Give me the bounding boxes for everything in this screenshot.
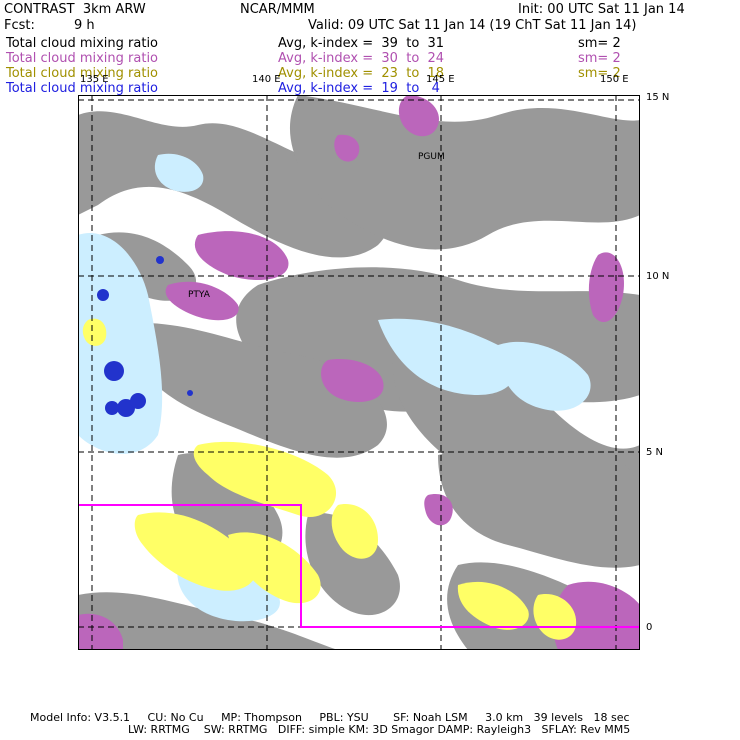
deep-core-layer bbox=[97, 256, 193, 417]
forecast-hours: 9 h bbox=[74, 18, 95, 33]
inner-domain-box bbox=[78, 504, 640, 628]
field-2-sm: sm= 2 bbox=[578, 51, 621, 66]
cloud-map: PGUM PTYA bbox=[78, 95, 640, 650]
lon-label-150: 150 E bbox=[600, 74, 629, 85]
footer-physics-info: LW: RRTMG SW: RRTMG DIFF: simple KM: 3D … bbox=[128, 723, 631, 736]
field-3-name: Total cloud mixing ratio bbox=[6, 66, 159, 81]
lat-label-0: 0 bbox=[646, 622, 653, 633]
model-title: CONTRAST 3km ARW bbox=[4, 2, 146, 17]
cloud-map-svg bbox=[78, 95, 640, 650]
field-1-avg: Avg, k-index = 39 to 31 bbox=[278, 36, 445, 51]
lat-label-15n: 15 N bbox=[646, 92, 670, 103]
lat-label-10n: 10 N bbox=[646, 271, 670, 282]
field-1-sm: sm= 2 bbox=[578, 36, 621, 51]
field-3-avg: Avg, k-index = 23 to 18 bbox=[278, 66, 445, 81]
lon-label-135: 135 E bbox=[80, 74, 109, 85]
field-3-sm: sm= 2 bbox=[578, 66, 621, 81]
lon-label-145: 145 E bbox=[426, 74, 455, 85]
mid-cloud-layer bbox=[78, 95, 640, 650]
low-cloud-layer bbox=[82, 318, 577, 640]
field-1-name: Total cloud mixing ratio bbox=[6, 36, 159, 51]
valid-time: Valid: 09 UTC Sat 11 Jan 14 (19 ChT Sat … bbox=[308, 18, 637, 33]
station-label-pgum: PGUM bbox=[418, 152, 445, 162]
footer-model-info: Model Info: V3.5.1 CU: No Cu MP: Thompso… bbox=[30, 711, 630, 724]
lat-label-5n: 5 N bbox=[646, 447, 664, 458]
field-2-name: Total cloud mixing ratio bbox=[6, 51, 159, 66]
forecast-label: Fcst: bbox=[4, 18, 35, 33]
field-2-avg: Avg, k-index = 30 to 24 bbox=[278, 51, 445, 66]
init-time: Init: 00 UTC Sat 11 Jan 14 bbox=[518, 2, 685, 17]
field-4-name: Total cloud mixing ratio bbox=[6, 81, 159, 96]
lon-label-140: 140 E bbox=[252, 74, 281, 85]
station-label-ptya: PTYA bbox=[188, 290, 210, 300]
map-frame bbox=[78, 95, 640, 650]
organization-label: NCAR/MMM bbox=[240, 2, 315, 17]
field-4-avg: Avg, k-index = 19 to 4 bbox=[278, 81, 440, 96]
